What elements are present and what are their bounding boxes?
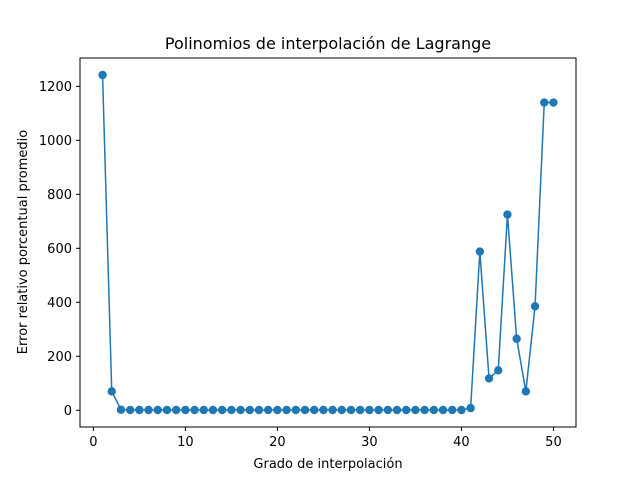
data-point — [181, 405, 190, 415]
data-point — [457, 405, 466, 415]
x-tick-label: 10 — [177, 435, 194, 450]
data-point — [365, 405, 374, 415]
data-point — [448, 405, 457, 415]
data-point — [411, 405, 420, 415]
data-point — [254, 405, 264, 415]
data-point — [236, 405, 245, 415]
x-tick-label: 30 — [361, 435, 378, 450]
data-point — [512, 334, 521, 343]
data-point — [484, 374, 494, 383]
data-point — [494, 366, 503, 375]
chart-title: Polinomios de interpolación de Lagrange — [165, 34, 491, 53]
y-tick-label: 800 — [47, 188, 72, 203]
x-tick-label: 0 — [89, 435, 97, 450]
data-point — [199, 405, 208, 415]
data-point — [521, 387, 531, 396]
x-axis-label: Grado de interpolación — [253, 457, 402, 472]
data-point — [227, 405, 236, 415]
data-point — [217, 405, 227, 415]
data-point — [402, 405, 411, 415]
data-point — [263, 405, 273, 415]
axes-frame — [79, 57, 577, 428]
data-point — [383, 405, 393, 415]
data-point — [530, 302, 540, 311]
data-point — [392, 405, 402, 415]
y-tick-label: 1000 — [39, 134, 72, 149]
data-point — [162, 405, 172, 415]
data-point — [503, 210, 512, 219]
data-point — [171, 405, 181, 415]
x-tick-label: 50 — [545, 435, 562, 450]
y-tick-label: 0 — [64, 404, 72, 419]
data-point — [540, 98, 549, 107]
data-point — [337, 405, 346, 415]
y-tick-label: 400 — [47, 296, 72, 311]
data-point — [300, 405, 310, 415]
x-tick-label: 40 — [453, 435, 470, 450]
data-point — [107, 387, 116, 396]
data-point — [549, 98, 558, 107]
data-point — [310, 405, 319, 415]
data-point — [116, 405, 126, 414]
data-point — [438, 405, 448, 415]
data-point — [374, 405, 383, 415]
x-axis-ticks: 0 10 20 30 40 50 — [89, 427, 562, 450]
plot-area — [98, 70, 558, 415]
data-point — [125, 405, 135, 415]
x-tick-label: 20 — [269, 435, 286, 450]
data-point — [291, 405, 300, 415]
data-point — [153, 405, 162, 415]
y-tick-label: 600 — [47, 242, 72, 257]
data-point — [98, 70, 107, 80]
data-point — [319, 405, 328, 415]
data-point — [466, 403, 475, 413]
data-point — [273, 405, 282, 415]
data-point — [208, 405, 218, 415]
y-axis-ticks: 0 200 400 600 800 1000 1200 — [39, 80, 80, 419]
data-point — [245, 405, 254, 415]
data-point — [475, 247, 485, 256]
data-point — [282, 405, 291, 415]
data-point — [346, 405, 356, 415]
data-point — [356, 405, 365, 415]
data-point — [429, 405, 439, 415]
y-tick-label: 1200 — [39, 80, 72, 95]
data-point — [328, 405, 337, 415]
data-point — [135, 405, 144, 415]
data-point — [190, 405, 199, 415]
y-tick-label: 200 — [47, 350, 72, 365]
data-point — [144, 405, 153, 415]
data-point — [420, 405, 429, 415]
y-axis-label: Error relativo porcentual promedio — [16, 130, 31, 354]
